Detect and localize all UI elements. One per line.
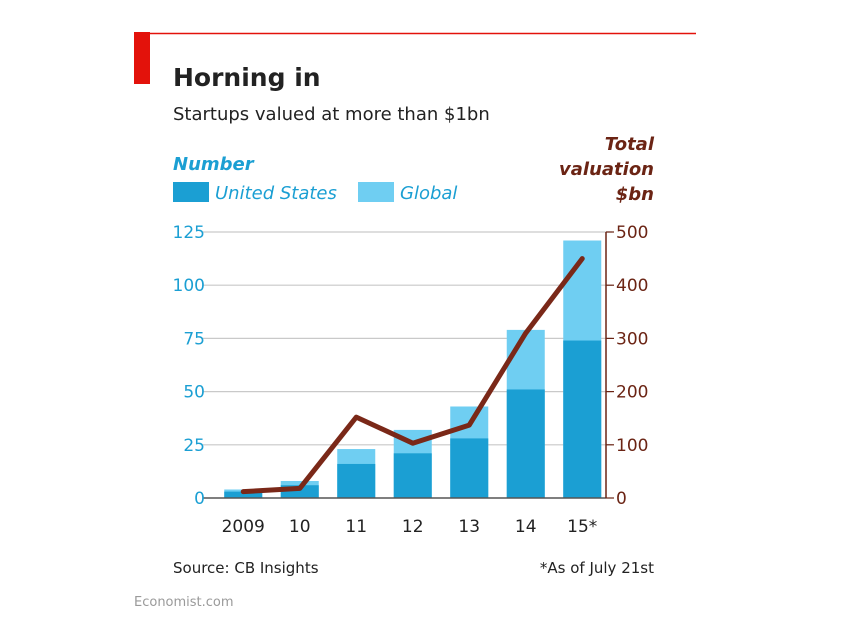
bar-united-states-11 <box>337 463 376 498</box>
x-tick-label: 14 <box>515 517 537 537</box>
valuation-line <box>240 256 585 495</box>
left-tick-label: 125 <box>173 223 205 243</box>
axis-ticks: 125 100 75 50 25 0 500 400 300 200 100 0 2009 10 11 12 1… <box>173 223 649 537</box>
right-tick-label: 300 <box>616 329 648 349</box>
footnote: *As of July 21st <box>540 559 654 577</box>
baseline <box>203 232 607 499</box>
right-tick-label: 100 <box>616 436 648 456</box>
right-axis-title-line-1: Total <box>605 134 655 155</box>
left-axis-title: Number <box>173 154 255 175</box>
legend-swatch-united-states <box>173 182 209 202</box>
bar-united-states-12 <box>393 453 432 498</box>
right-tick-label: 400 <box>616 276 648 296</box>
gridlines <box>203 231 612 446</box>
valuation-point-2009 <box>241 489 246 494</box>
legend-label-global: Global <box>400 183 457 204</box>
right-axis-title-line-3: $bn <box>616 184 654 205</box>
left-tick-label: 0 <box>194 489 205 509</box>
valuation-point-10 <box>297 486 302 491</box>
bar-united-states-13 <box>450 438 489 498</box>
source-note: Source: CB Insights <box>173 559 319 577</box>
bar-united-states-14 <box>506 389 545 498</box>
right-tick-label: 500 <box>616 223 648 243</box>
valuation-point-13 <box>467 422 472 428</box>
x-tick-label: 12 <box>402 517 424 537</box>
left-tick-label: 25 <box>183 436 205 456</box>
left-tick-label: 50 <box>183 383 205 403</box>
bars <box>224 240 602 498</box>
valuation-point-12 <box>410 441 415 446</box>
chart-title: Horning in <box>173 63 321 92</box>
left-tick-label: 100 <box>173 276 205 296</box>
chart-subtitle: Startups valued at more than $1bn <box>173 104 490 125</box>
header-accent-tab <box>134 32 150 84</box>
legend-label-united-states: United States <box>215 183 337 204</box>
brand-logo: Economist.com <box>134 595 234 610</box>
right-tick-label: 0 <box>616 489 627 509</box>
legend-swatch-global <box>358 182 394 202</box>
bar-united-states-15* <box>563 340 602 498</box>
left-tick-label: 75 <box>183 329 205 349</box>
x-tick-label: 15* <box>567 517 597 537</box>
x-tick-label: 2009 <box>222 517 265 537</box>
bar-united-states-2009 <box>224 491 263 498</box>
x-tick-label: 13 <box>458 517 480 537</box>
right-axis-title-line-2: valuation <box>559 159 654 180</box>
valuation-point-15* <box>580 256 585 261</box>
valuation-point-14 <box>523 330 528 336</box>
x-tick-label: 10 <box>289 517 311 537</box>
right-tick-label: 200 <box>616 383 648 403</box>
valuation-point-11 <box>354 414 359 420</box>
x-tick-label: 11 <box>345 517 367 537</box>
